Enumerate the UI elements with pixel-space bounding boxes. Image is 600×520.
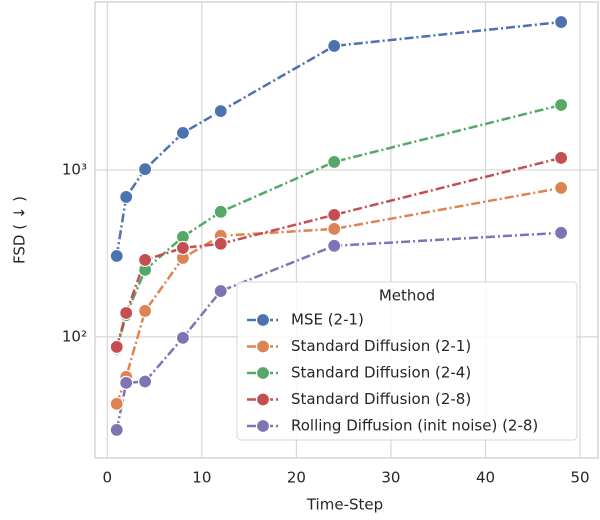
data-point xyxy=(554,225,569,240)
data-point xyxy=(175,330,191,345)
data-point xyxy=(138,252,153,268)
data-point xyxy=(554,97,569,113)
legend-marker xyxy=(255,339,271,354)
legend-marker xyxy=(255,418,271,434)
legend-marker xyxy=(255,312,271,328)
data-point xyxy=(109,248,124,264)
data-point xyxy=(554,150,569,166)
data-point xyxy=(138,374,153,389)
legend-label: Standard Diffusion (2-4) xyxy=(291,364,471,382)
data-point xyxy=(109,422,124,438)
legend-label: Standard Diffusion (2-1) xyxy=(291,337,471,355)
data-point xyxy=(213,283,228,299)
data-point xyxy=(175,125,191,140)
data-point xyxy=(327,221,342,237)
data-point xyxy=(327,38,342,54)
legend-label: Rolling Diffusion (init noise) (2-8) xyxy=(291,417,538,435)
data-point xyxy=(175,240,191,256)
plot-frame xyxy=(94,1,599,459)
x-tick-label: 0 xyxy=(103,469,113,487)
data-point xyxy=(109,396,124,411)
data-point xyxy=(138,162,153,177)
x-axis-label: Time-Step xyxy=(306,496,383,514)
legend-label: Standard Diffusion (2-8) xyxy=(291,390,471,408)
legend-marker xyxy=(255,365,271,381)
legend-label: MSE (2-1) xyxy=(291,311,364,329)
legend-box xyxy=(236,281,578,441)
y-tick-label: 10² xyxy=(62,327,87,345)
data-point xyxy=(138,303,153,319)
data-point xyxy=(213,236,228,251)
data-point xyxy=(119,305,134,321)
x-tick-label: 40 xyxy=(476,469,495,487)
data-point xyxy=(119,375,134,390)
data-point xyxy=(213,204,228,219)
data-point xyxy=(327,207,342,222)
data-point xyxy=(554,180,569,196)
data-point xyxy=(119,189,134,205)
legend-title: Method xyxy=(379,287,435,305)
data-point xyxy=(109,339,124,355)
x-tick-label: 20 xyxy=(287,469,306,487)
y-tick-label: 10³ xyxy=(62,160,87,178)
x-tick-label: 10 xyxy=(192,469,211,487)
data-point xyxy=(554,14,569,30)
x-tick-label: 50 xyxy=(570,469,589,487)
data-point xyxy=(213,104,228,119)
legend-marker xyxy=(255,392,271,407)
data-point xyxy=(327,238,342,253)
x-tick-label: 30 xyxy=(381,469,400,487)
y-axis-label: FSD ( ↓ ) xyxy=(11,196,29,264)
data-point xyxy=(327,154,342,170)
